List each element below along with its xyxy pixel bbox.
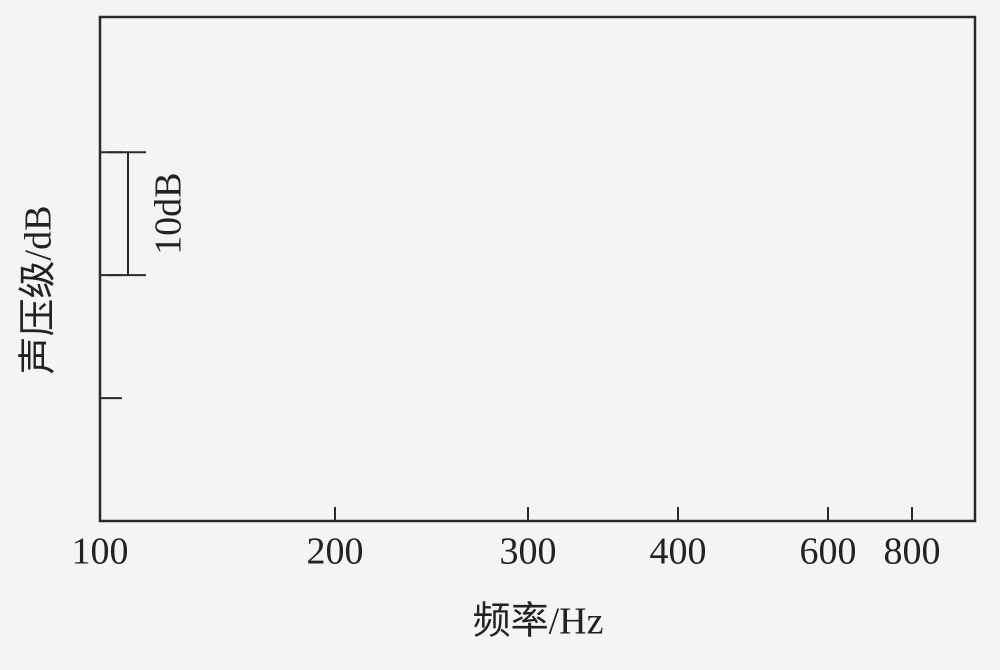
x-tick-label: 800 [884, 531, 941, 573]
x-tick-label: 300 [500, 531, 557, 573]
x-axis-label: 频率/Hz [473, 601, 604, 643]
x-tick-label: 400 [650, 531, 707, 573]
x-tick-label: 600 [800, 531, 857, 573]
scale-bar-label: 10dB [148, 173, 190, 255]
x-tick-label: 100 [72, 531, 129, 573]
y-axis-label: 声压级/dB [18, 206, 60, 375]
plot-frame [98, 15, 977, 523]
x-tick-label: 200 [307, 531, 364, 573]
